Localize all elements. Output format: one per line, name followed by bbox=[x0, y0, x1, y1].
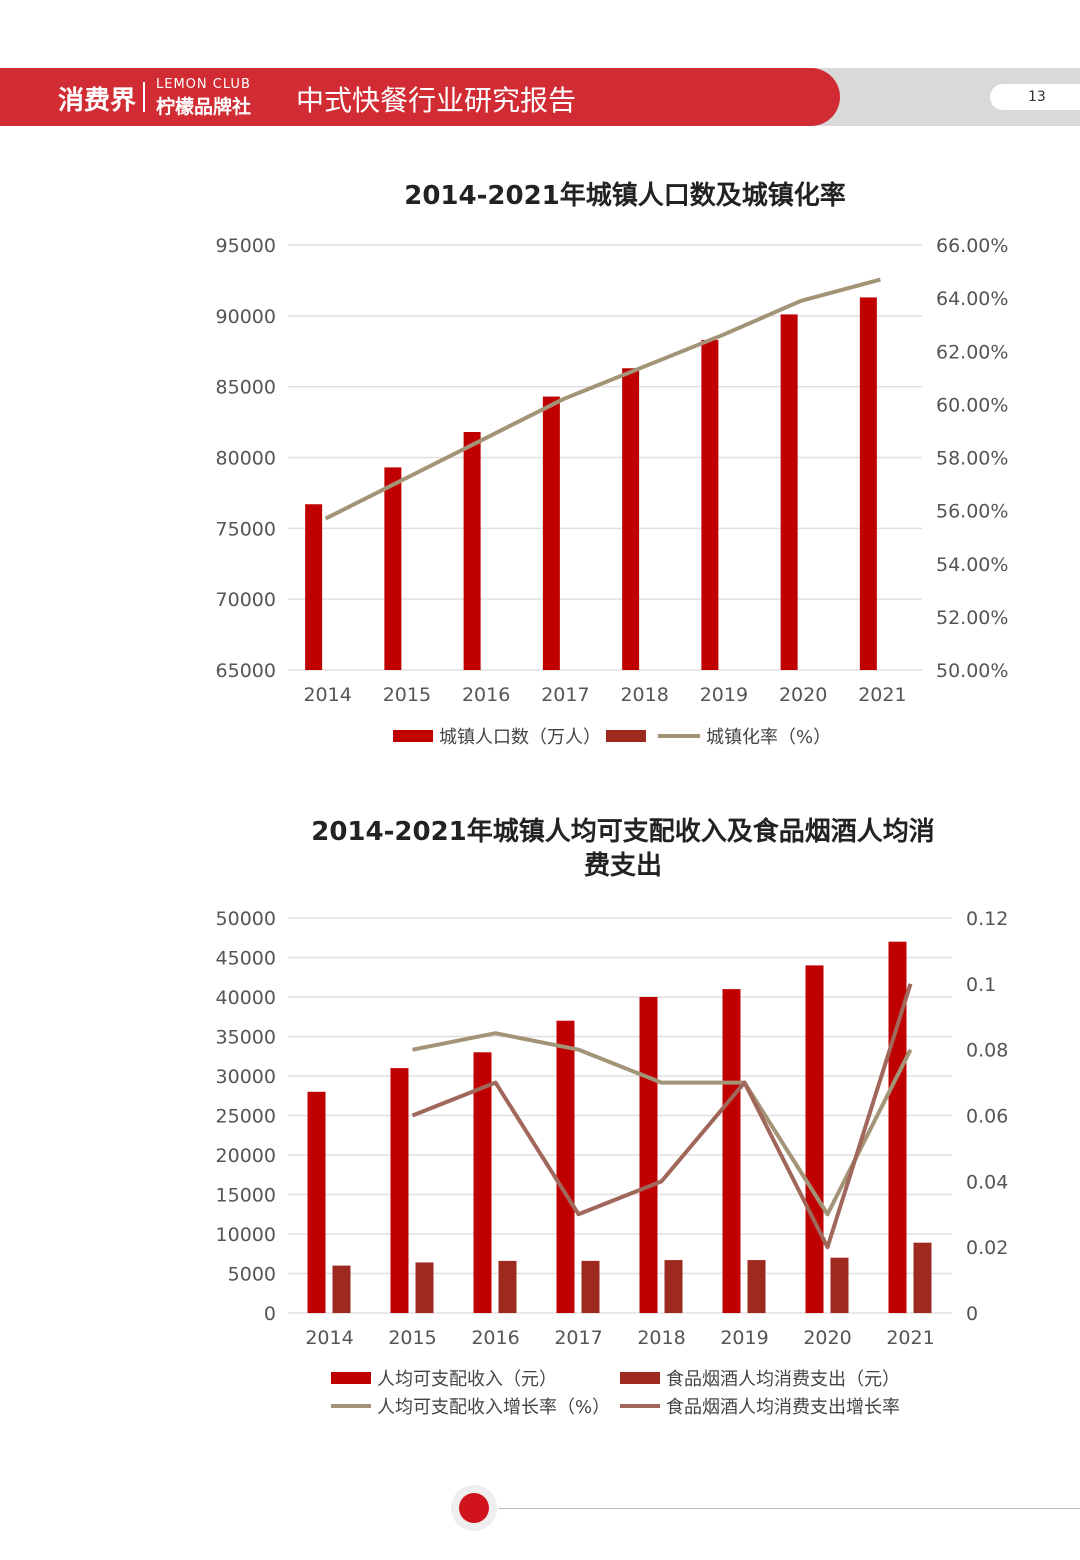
bar-s0-2019 bbox=[701, 339, 719, 670]
x-tick-label: 2016 bbox=[471, 1327, 519, 1349]
x-tick-label: 2021 bbox=[858, 684, 906, 706]
footer-line bbox=[498, 1508, 1080, 1509]
club-logo-en: LEMON CLUB bbox=[156, 77, 251, 92]
y-left-tick-label: 90000 bbox=[216, 306, 276, 328]
y-right-tick-label: 60.00% bbox=[936, 394, 1008, 416]
bar-s0-2015 bbox=[384, 467, 402, 670]
bar-s0-2018 bbox=[622, 368, 640, 670]
legend-label: 人均可支配收入（元） bbox=[377, 1369, 557, 1390]
y-left-tick-label: 65000 bbox=[216, 660, 276, 682]
y-left-tick-label: 10000 bbox=[216, 1224, 276, 1246]
bar-s1-2018 bbox=[664, 1260, 683, 1313]
y-right-tick-label: 50.00% bbox=[936, 660, 1008, 682]
chart-title: 费支出 bbox=[584, 851, 662, 881]
bar-s0-2016 bbox=[473, 1052, 492, 1313]
y-left-tick-label: 0 bbox=[264, 1303, 276, 1325]
y-left-tick-label: 30000 bbox=[216, 1066, 276, 1088]
line-series-2 bbox=[324, 277, 881, 521]
bar-s0-2014 bbox=[307, 1091, 326, 1313]
page-number: 13 bbox=[990, 84, 1080, 110]
legend-swatch bbox=[606, 730, 646, 742]
legend-swatch bbox=[393, 730, 433, 742]
y-left-tick-label: 5000 bbox=[228, 1264, 276, 1286]
x-tick-label: 2019 bbox=[720, 1327, 768, 1349]
x-tick-label: 2017 bbox=[554, 1327, 602, 1349]
logo-divider bbox=[143, 82, 145, 112]
bar-s0-2021 bbox=[888, 941, 907, 1313]
bar-s1-2015 bbox=[415, 1262, 434, 1313]
x-tick-label: 2017 bbox=[541, 684, 589, 706]
footer-dot-icon bbox=[451, 1485, 497, 1531]
x-tick-label: 2015 bbox=[388, 1327, 436, 1349]
bar-s0-2014 bbox=[305, 504, 323, 670]
y-left-tick-label: 40000 bbox=[216, 987, 276, 1009]
y-right-tick-label: 62.00% bbox=[936, 341, 1008, 363]
y-left-tick-label: 20000 bbox=[216, 1145, 276, 1167]
y-right-tick-label: 0.08 bbox=[966, 1040, 1008, 1062]
y-left-tick-label: 15000 bbox=[216, 1185, 276, 1207]
legend-label: 城镇化率（%） bbox=[706, 727, 831, 748]
y-left-tick-label: 70000 bbox=[216, 589, 276, 611]
x-tick-label: 2020 bbox=[779, 684, 827, 706]
chart-title: 2014-2021年城镇人均可支配收入及食品烟酒人均消 bbox=[311, 816, 935, 847]
x-tick-label: 2018 bbox=[637, 1327, 685, 1349]
x-tick-label: 2020 bbox=[803, 1327, 851, 1349]
y-right-tick-label: 0.1 bbox=[966, 974, 996, 996]
bar-s0-2021 bbox=[859, 297, 877, 670]
page-header: 消费界 LEMON CLUB 柠檬品牌社 中式快餐行业研究报告 13 bbox=[0, 68, 1080, 126]
y-left-tick-label: 50000 bbox=[216, 908, 276, 930]
x-tick-label: 2016 bbox=[462, 684, 510, 706]
bar-s1-2017 bbox=[581, 1260, 600, 1313]
bar-s0-2019 bbox=[722, 989, 741, 1313]
bar-s0-2020 bbox=[805, 965, 824, 1313]
header-banner: 消费界 LEMON CLUB 柠檬品牌社 中式快餐行业研究报告 bbox=[0, 68, 840, 126]
x-tick-label: 2014 bbox=[303, 684, 351, 706]
y-right-tick-label: 52.00% bbox=[936, 607, 1008, 629]
y-right-tick-label: 0.12 bbox=[966, 908, 1008, 930]
bar-s1-2020 bbox=[830, 1257, 849, 1313]
y-left-tick-label: 80000 bbox=[216, 448, 276, 470]
brand-logo: 消费界 bbox=[58, 86, 137, 116]
report-title: 中式快餐行业研究报告 bbox=[296, 84, 577, 117]
y-right-tick-label: 66.00% bbox=[936, 235, 1008, 257]
bar-s0-2017 bbox=[542, 396, 560, 670]
legend-swatch bbox=[620, 1372, 660, 1384]
x-tick-label: 2018 bbox=[620, 684, 668, 706]
y-right-tick-label: 0.06 bbox=[966, 1106, 1008, 1128]
y-left-tick-label: 35000 bbox=[216, 1027, 276, 1049]
legend-label: 食品烟酒人均消费支出增长率 bbox=[666, 1397, 900, 1418]
x-tick-label: 2015 bbox=[383, 684, 431, 706]
y-right-tick-label: 56.00% bbox=[936, 501, 1008, 523]
y-right-tick-label: 64.00% bbox=[936, 288, 1008, 310]
y-right-tick-label: 58.00% bbox=[936, 448, 1008, 470]
bar-s1-2016 bbox=[498, 1260, 517, 1313]
bar-s0-2020 bbox=[780, 314, 798, 670]
y-left-tick-label: 45000 bbox=[216, 948, 276, 970]
y-right-tick-label: 0 bbox=[966, 1303, 978, 1325]
legend-label: 城镇人口数（万人） bbox=[439, 727, 601, 748]
y-left-tick-label: 75000 bbox=[216, 518, 276, 540]
bar-s1-2014 bbox=[332, 1265, 351, 1313]
legend-label: 人均可支配收入增长率（%） bbox=[377, 1397, 610, 1418]
y-left-tick-label: 95000 bbox=[216, 235, 276, 257]
y-right-tick-label: 0.02 bbox=[966, 1237, 1008, 1259]
y-right-tick-label: 54.00% bbox=[936, 554, 1008, 576]
y-right-tick-label: 0.04 bbox=[966, 1171, 1008, 1193]
legend-label: 食品烟酒人均消费支出（元） bbox=[666, 1369, 900, 1390]
x-tick-label: 2021 bbox=[886, 1327, 934, 1349]
bar-s1-2019 bbox=[747, 1260, 766, 1313]
bar-s0-2015 bbox=[390, 1068, 409, 1313]
legend-swatch bbox=[331, 1372, 371, 1384]
club-logo-cn: 柠檬品牌社 bbox=[156, 96, 252, 118]
x-tick-label: 2014 bbox=[305, 1327, 353, 1349]
y-left-tick-label: 85000 bbox=[216, 377, 276, 399]
bar-s0-2017 bbox=[556, 1020, 575, 1313]
bar-s1-2021 bbox=[913, 1242, 932, 1313]
bar-s0-2016 bbox=[463, 432, 481, 670]
x-tick-label: 2019 bbox=[700, 684, 748, 706]
bar-s0-2018 bbox=[639, 997, 658, 1313]
y-left-tick-label: 25000 bbox=[216, 1106, 276, 1128]
chart-title: 2014-2021年城镇人口数及城镇化率 bbox=[404, 180, 846, 211]
